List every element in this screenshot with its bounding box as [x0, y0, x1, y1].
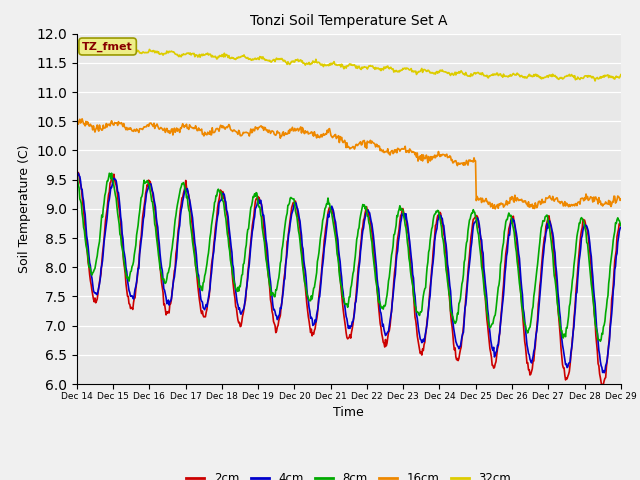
Title: Tonzi Soil Temperature Set A: Tonzi Soil Temperature Set A: [250, 14, 447, 28]
Legend: 2cm, 4cm, 8cm, 16cm, 32cm: 2cm, 4cm, 8cm, 16cm, 32cm: [182, 467, 516, 480]
X-axis label: Time: Time: [333, 406, 364, 419]
Y-axis label: Soil Temperature (C): Soil Temperature (C): [18, 144, 31, 273]
Text: TZ_fmet: TZ_fmet: [82, 41, 133, 52]
